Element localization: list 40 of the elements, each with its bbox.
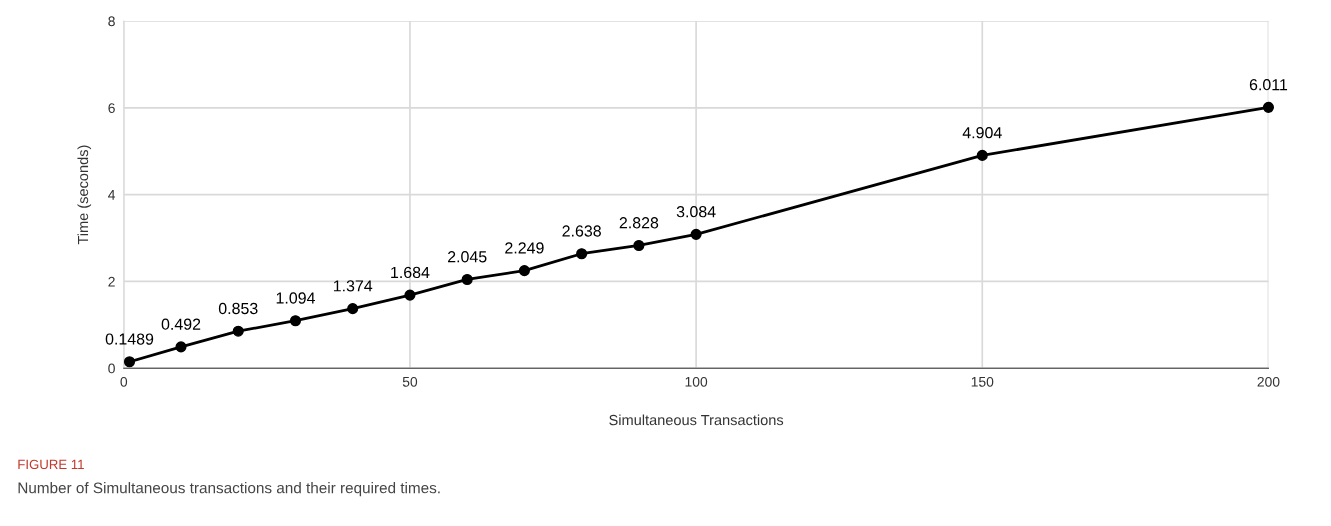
y-tick-label: 8 bbox=[108, 16, 115, 27]
y-tick-label: 6 bbox=[108, 103, 115, 113]
text: 2.638 bbox=[562, 225, 601, 237]
point bbox=[518, 265, 530, 277]
x-tick-label: 50 bbox=[402, 376, 418, 387]
point bbox=[690, 228, 702, 240]
text: Number of Simultaneous transactions and their required times. bbox=[18, 482, 440, 497]
point bbox=[123, 356, 136, 368]
text: 1.094 bbox=[276, 292, 315, 304]
point bbox=[404, 289, 416, 301]
point bbox=[461, 273, 473, 286]
text: 4.904 bbox=[962, 127, 1002, 139]
x-tick-label: 0 bbox=[120, 376, 128, 387]
x-axis-title: Simultaneous Transactions bbox=[609, 414, 784, 426]
point bbox=[175, 341, 187, 353]
text: 0.1489 bbox=[105, 333, 154, 345]
point bbox=[1262, 101, 1274, 113]
x-tick-label: 200 bbox=[1257, 376, 1280, 387]
text: 2.045 bbox=[448, 251, 487, 263]
x-tick-label: 100 bbox=[685, 376, 708, 387]
y-tick-label: 0 bbox=[108, 363, 115, 374]
point bbox=[232, 325, 244, 337]
caption: FIGURE 11 bbox=[18, 459, 84, 470]
text: 1.374 bbox=[333, 280, 373, 292]
point bbox=[576, 248, 588, 260]
text: 3.084 bbox=[676, 206, 716, 218]
point bbox=[633, 239, 645, 252]
text: 0.492 bbox=[161, 318, 201, 330]
text: 2.828 bbox=[619, 217, 659, 229]
x-tick-label: 150 bbox=[971, 376, 994, 387]
point bbox=[289, 315, 302, 327]
text: 0.853 bbox=[218, 302, 258, 315]
point bbox=[347, 303, 359, 315]
text: 1.684 bbox=[391, 266, 430, 279]
point bbox=[976, 149, 988, 161]
text: 6.011 bbox=[1249, 79, 1288, 91]
y-tick-label: 4 bbox=[108, 190, 116, 200]
text: 2.249 bbox=[505, 242, 544, 254]
y-axis-title: Time (seconds) bbox=[77, 145, 92, 245]
y-tick-label: 2 bbox=[108, 276, 115, 287]
